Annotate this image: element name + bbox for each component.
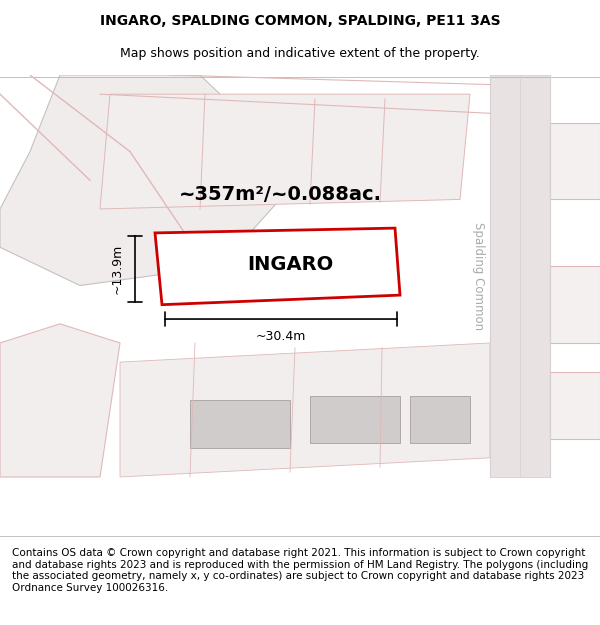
Text: Contains OS data © Crown copyright and database right 2021. This information is : Contains OS data © Crown copyright and d…	[12, 548, 588, 592]
Polygon shape	[120, 343, 490, 477]
Polygon shape	[0, 324, 120, 477]
Polygon shape	[550, 372, 600, 439]
Text: INGARO: INGARO	[247, 255, 333, 274]
Text: Map shows position and indicative extent of the property.: Map shows position and indicative extent…	[120, 48, 480, 61]
Polygon shape	[0, 75, 280, 286]
Polygon shape	[100, 94, 470, 209]
Bar	[310, 396, 400, 444]
Polygon shape	[155, 228, 400, 304]
Bar	[410, 396, 470, 444]
Bar	[490, 75, 550, 477]
Polygon shape	[170, 278, 210, 295]
Bar	[190, 401, 290, 448]
Text: ~30.4m: ~30.4m	[256, 330, 306, 342]
Text: Spalding Common: Spalding Common	[472, 222, 485, 330]
Polygon shape	[550, 266, 600, 343]
Text: ~13.9m: ~13.9m	[110, 244, 124, 294]
Polygon shape	[170, 242, 260, 278]
Polygon shape	[550, 123, 600, 199]
Text: ~357m²/~0.088ac.: ~357m²/~0.088ac.	[179, 185, 382, 204]
Text: INGARO, SPALDING COMMON, SPALDING, PE11 3AS: INGARO, SPALDING COMMON, SPALDING, PE11 …	[100, 14, 500, 28]
